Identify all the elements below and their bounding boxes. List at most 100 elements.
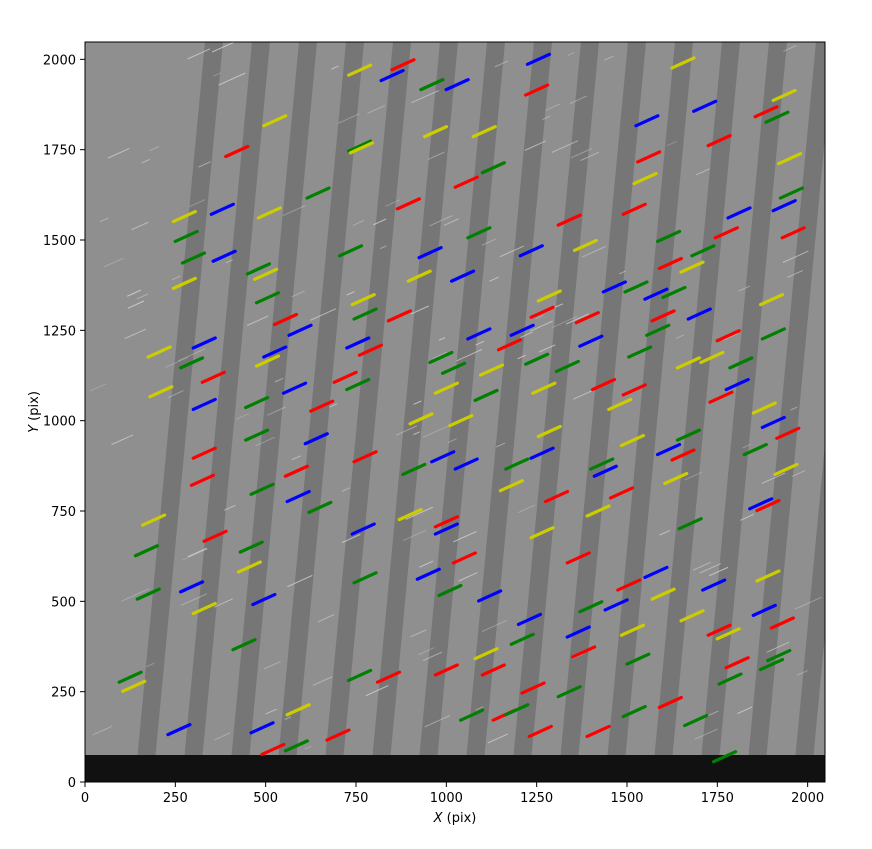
star-trail [107,147,130,159]
star-trail [475,340,485,346]
star-trail [99,217,109,223]
streak-mark [766,648,792,663]
streak-mark [574,311,600,325]
star-trail [92,725,113,736]
star-trail [282,205,306,217]
streak-mark [146,345,172,359]
star-trail [424,715,451,728]
star-trail [181,593,208,606]
streak-mark [350,522,376,536]
streak-mark [621,202,647,216]
streak-mark [592,464,618,478]
streak-mark [437,583,463,598]
streak-mark [191,397,217,412]
x-tick-label: 1500 [610,791,643,806]
streak-mark [309,399,335,413]
streak-mark [751,401,777,415]
star-trail [422,651,443,662]
star-trail [413,431,421,436]
streak-mark [578,334,604,348]
streak-mark [440,361,467,375]
star-trail [111,434,134,446]
streak-mark [422,125,449,139]
streak-mark [625,652,651,666]
streak-mark [773,462,799,477]
star-trail [189,199,206,208]
streak-mark [661,285,687,300]
star-trail [456,348,483,362]
y-tick-label: 250 [51,686,76,701]
readout-band [793,443,825,782]
detected-streaks [117,52,806,764]
streak-mark [621,383,647,397]
streak-mark [466,226,492,240]
y-tick-label: 750 [51,505,76,520]
streak-mark [352,571,378,585]
streak-mark [332,370,358,384]
streak-mark [390,58,416,72]
star-trail [524,140,547,151]
star-trail [352,219,365,226]
streak-mark [518,244,544,258]
streak-mark [348,141,375,155]
star-trail [177,348,206,362]
star-trail [418,647,435,656]
streak-mark [554,359,580,374]
star-trail [380,245,387,250]
streak-mark [524,352,550,366]
streak-mark [236,560,263,574]
star-trail [235,413,250,420]
star-trail [317,614,335,623]
streak-mark [771,199,797,213]
y-tick-label: 1750 [43,144,76,159]
star-trail [165,356,189,368]
streak-mark [529,446,555,460]
streak-mark [480,161,506,175]
star-trail [172,275,181,281]
streak-mark [191,446,217,460]
streak-mark [283,739,309,753]
streak-mark [589,457,615,471]
y-tick-label: 0 [68,776,76,791]
streak-mark [758,293,785,307]
star-trail [520,331,533,339]
streak-mark [556,685,582,699]
star-trail [121,588,150,602]
streak-mark [379,69,405,83]
star-trail [580,151,600,162]
star-trail [284,716,292,720]
star-trail [218,72,246,86]
x-tick-label: 0 [81,791,89,806]
y-tick-label: 2000 [43,53,76,68]
streak-mark [543,489,570,504]
streak-mark [565,625,591,639]
streak-mark [178,580,205,594]
readout-band [276,42,364,782]
streak-mark [254,291,281,305]
star-trail [742,443,751,449]
readout-band [135,42,223,782]
streak-mark [249,482,275,496]
star-trail [131,221,149,231]
star-trail [783,45,797,52]
streak-mark [305,186,331,200]
streak-mark [753,105,779,119]
streak-mark [444,78,470,92]
star-trail [517,354,526,360]
star-trail [552,315,578,328]
streak-mark [728,356,754,370]
streak-mark [717,672,743,686]
streak-mark [244,396,270,410]
streak-mark [254,354,281,368]
star-trail [89,383,107,392]
streak-mark [496,338,523,352]
streak-mark [565,551,591,565]
streak-mark [433,515,459,529]
streak-mark [135,587,161,601]
streak-mark [764,110,790,124]
star-trail [517,504,536,514]
star-trail [395,425,418,436]
streak-mark [776,152,803,166]
star-trail [487,733,509,744]
star-trail [458,572,478,582]
